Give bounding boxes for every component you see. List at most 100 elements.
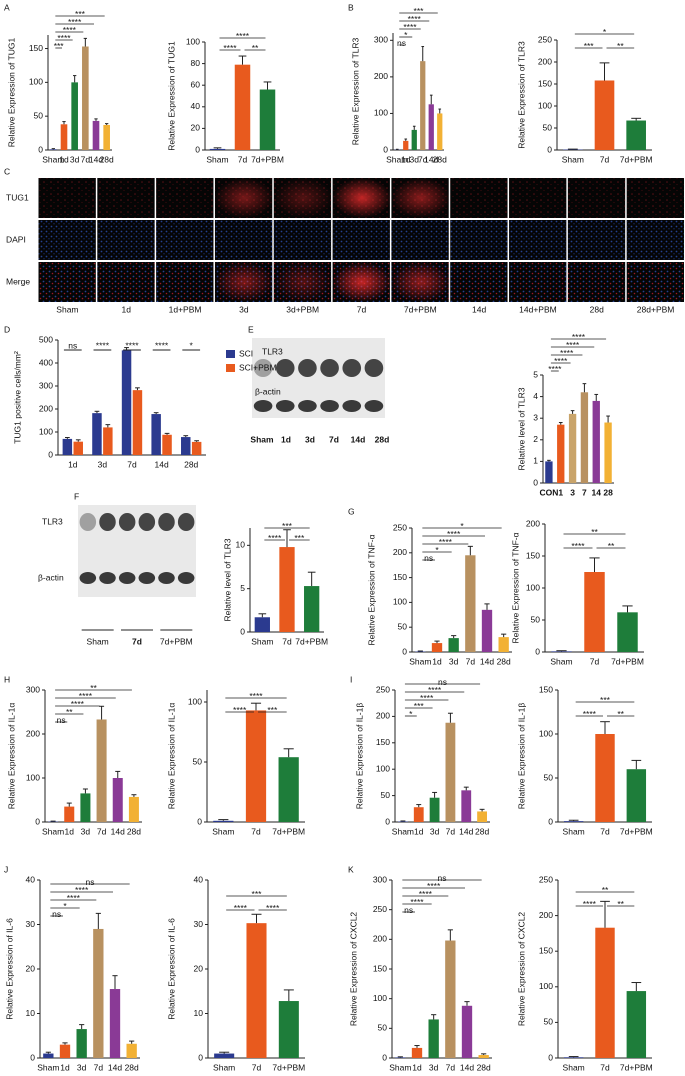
y-tick-label: 300 <box>39 380 53 390</box>
bar <box>259 89 276 150</box>
comparison-label: ** <box>617 41 624 51</box>
x-tick-label: 7d+PBM <box>620 1062 653 1072</box>
comparison-label: *** <box>600 695 611 705</box>
y-tick-label: 500 <box>39 334 53 344</box>
panel-letter: H <box>4 674 10 684</box>
bar <box>428 104 434 150</box>
panel-letter: C <box>4 166 10 176</box>
x-tick-label: 7d <box>418 154 428 164</box>
blot-band <box>99 513 116 531</box>
y-axis-label: Relative Expression of IL-6 <box>166 918 176 1020</box>
y-tick-label: 30 <box>194 919 204 929</box>
x-tick-label: Sham <box>386 154 408 164</box>
bar <box>626 120 646 150</box>
comparison-label: ** <box>66 707 73 717</box>
blot-row-label: TLR3 <box>42 516 63 526</box>
blot-band <box>158 513 175 531</box>
bar <box>43 1053 54 1058</box>
comparison-label: **** <box>419 889 433 899</box>
comparison-label: *** <box>282 521 293 531</box>
micrograph-stain <box>156 220 214 260</box>
x-tick-label: 14d <box>108 1062 122 1072</box>
comparison-label: * <box>435 545 439 555</box>
bar <box>465 555 476 652</box>
x-tick-label: 1d <box>414 826 424 836</box>
y-tick-label: 100 <box>374 108 388 118</box>
y-tick-label: 4 <box>533 391 538 401</box>
bar <box>563 1057 584 1058</box>
x-tick-label: 7d+PBM <box>272 826 305 836</box>
y-tick-label: 100 <box>188 696 202 706</box>
bar <box>64 806 75 822</box>
x-tick-label: 3d <box>410 154 420 164</box>
comparison-label: **** <box>79 691 93 701</box>
micrograph-stain <box>450 262 508 302</box>
column-label: 3d+PBM <box>286 304 319 314</box>
blot-row-label: β-actin <box>38 572 64 582</box>
y-tick-label: 1 <box>533 456 538 466</box>
panel-letter: B <box>348 2 354 12</box>
comparison-label: **** <box>428 685 442 695</box>
x-tick-label: 7d+PBM <box>611 656 644 666</box>
x-tick-label: 7d <box>127 459 137 469</box>
comparison-label: ns <box>438 873 447 883</box>
x-tick-label: 14d <box>424 154 438 164</box>
y-axis-label: Relative Expression of IL-1β <box>516 703 526 810</box>
y-tick-label: 0 <box>385 816 390 826</box>
y-tick-label: 10 <box>194 1008 204 1018</box>
bar <box>395 1057 406 1058</box>
comparison-label: ns <box>86 877 95 887</box>
y-tick-label: 0 <box>548 816 553 826</box>
blot-band <box>177 572 195 584</box>
y-tick-label: 100 <box>526 582 540 592</box>
bar <box>234 64 251 150</box>
blot-band <box>342 359 362 377</box>
bar <box>151 414 161 455</box>
y-tick-label: 20 <box>194 963 204 973</box>
y-axis-label: Relative Expression of TNF-α <box>366 534 376 645</box>
x-tick-label: 3d <box>449 656 459 666</box>
y-tick-label: 150 <box>539 945 553 955</box>
column-label: 1d+PBM <box>169 304 202 314</box>
comparison-label: **** <box>554 356 568 366</box>
y-tick-label: 250 <box>393 522 407 532</box>
x-tick-label: 1d <box>432 656 442 666</box>
y-axis-label: Relative Expression of TLR3 <box>350 37 360 145</box>
bar <box>191 441 202 455</box>
y-axis-label: Relative Expression of TUG1 <box>6 38 16 148</box>
bar <box>214 1053 235 1058</box>
blot-band <box>177 513 195 531</box>
micrograph-stain <box>391 220 449 260</box>
y-axis-label: Relative Expression of IL-6 <box>4 918 14 1020</box>
bar <box>551 651 572 652</box>
y-tick-label: 50 <box>543 122 553 132</box>
micrograph-stain <box>509 262 567 302</box>
blot-band <box>138 513 156 531</box>
comparison-label: **** <box>408 14 422 24</box>
bar <box>595 734 615 822</box>
comparison-label: **** <box>403 22 417 32</box>
y-tick-label: 100 <box>186 36 200 46</box>
bar <box>245 710 267 822</box>
y-axis-label: Relative Expression of IL-1β <box>354 703 364 810</box>
y-tick-label: 200 <box>373 934 387 944</box>
y-tick-label: 0 <box>402 646 407 656</box>
comparison-label: * <box>63 901 67 911</box>
column-label: 7d+PBM <box>404 304 437 314</box>
bar <box>592 400 600 483</box>
x-tick-label: 7d+PBM <box>295 636 328 646</box>
y-tick-label: 0 <box>198 1052 203 1062</box>
y-tick-label: 150 <box>29 43 43 53</box>
lane-label: 7d <box>132 636 142 646</box>
bar <box>626 991 647 1058</box>
blot-band <box>118 513 136 531</box>
y-axis-label: Relative Expression of TLR3 <box>516 41 526 149</box>
column-label: Sham <box>56 304 78 314</box>
comparison-label: **** <box>439 537 453 547</box>
bar <box>448 638 459 652</box>
x-tick-label: Sham <box>563 1062 585 1072</box>
x-tick-label: 7d <box>251 826 261 836</box>
y-tick-label: 200 <box>374 71 388 81</box>
x-tick-label: 14d <box>480 656 494 666</box>
bar <box>279 547 295 632</box>
